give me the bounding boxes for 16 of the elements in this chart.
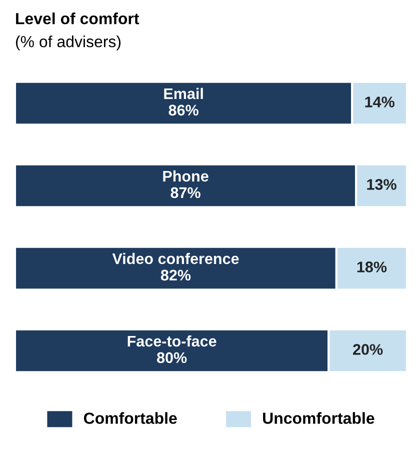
data-label: 18% bbox=[357, 262, 387, 272]
data-label: 86% bbox=[168, 104, 198, 116]
data-label: 87% bbox=[170, 187, 200, 198]
data-label: 20% bbox=[353, 344, 383, 355]
legend-label: Comfortable bbox=[84, 412, 177, 424]
chart-title: Level of comfort bbox=[16, 12, 140, 24]
data-label: 13% bbox=[367, 179, 396, 190]
y-tick-label: Email bbox=[164, 88, 203, 100]
data-label: 80% bbox=[156, 352, 187, 364]
y-tick-label: Phone bbox=[163, 170, 208, 182]
chart-subtitle: (% of advisers) bbox=[16, 36, 121, 50]
data-label: 14% bbox=[365, 96, 394, 108]
y-tick-label: Video conference bbox=[112, 252, 239, 264]
data-label: 82% bbox=[160, 270, 191, 281]
legend-label: Uncomfortable bbox=[263, 412, 374, 424]
y-tick-label: Face-to-face bbox=[128, 335, 216, 347]
